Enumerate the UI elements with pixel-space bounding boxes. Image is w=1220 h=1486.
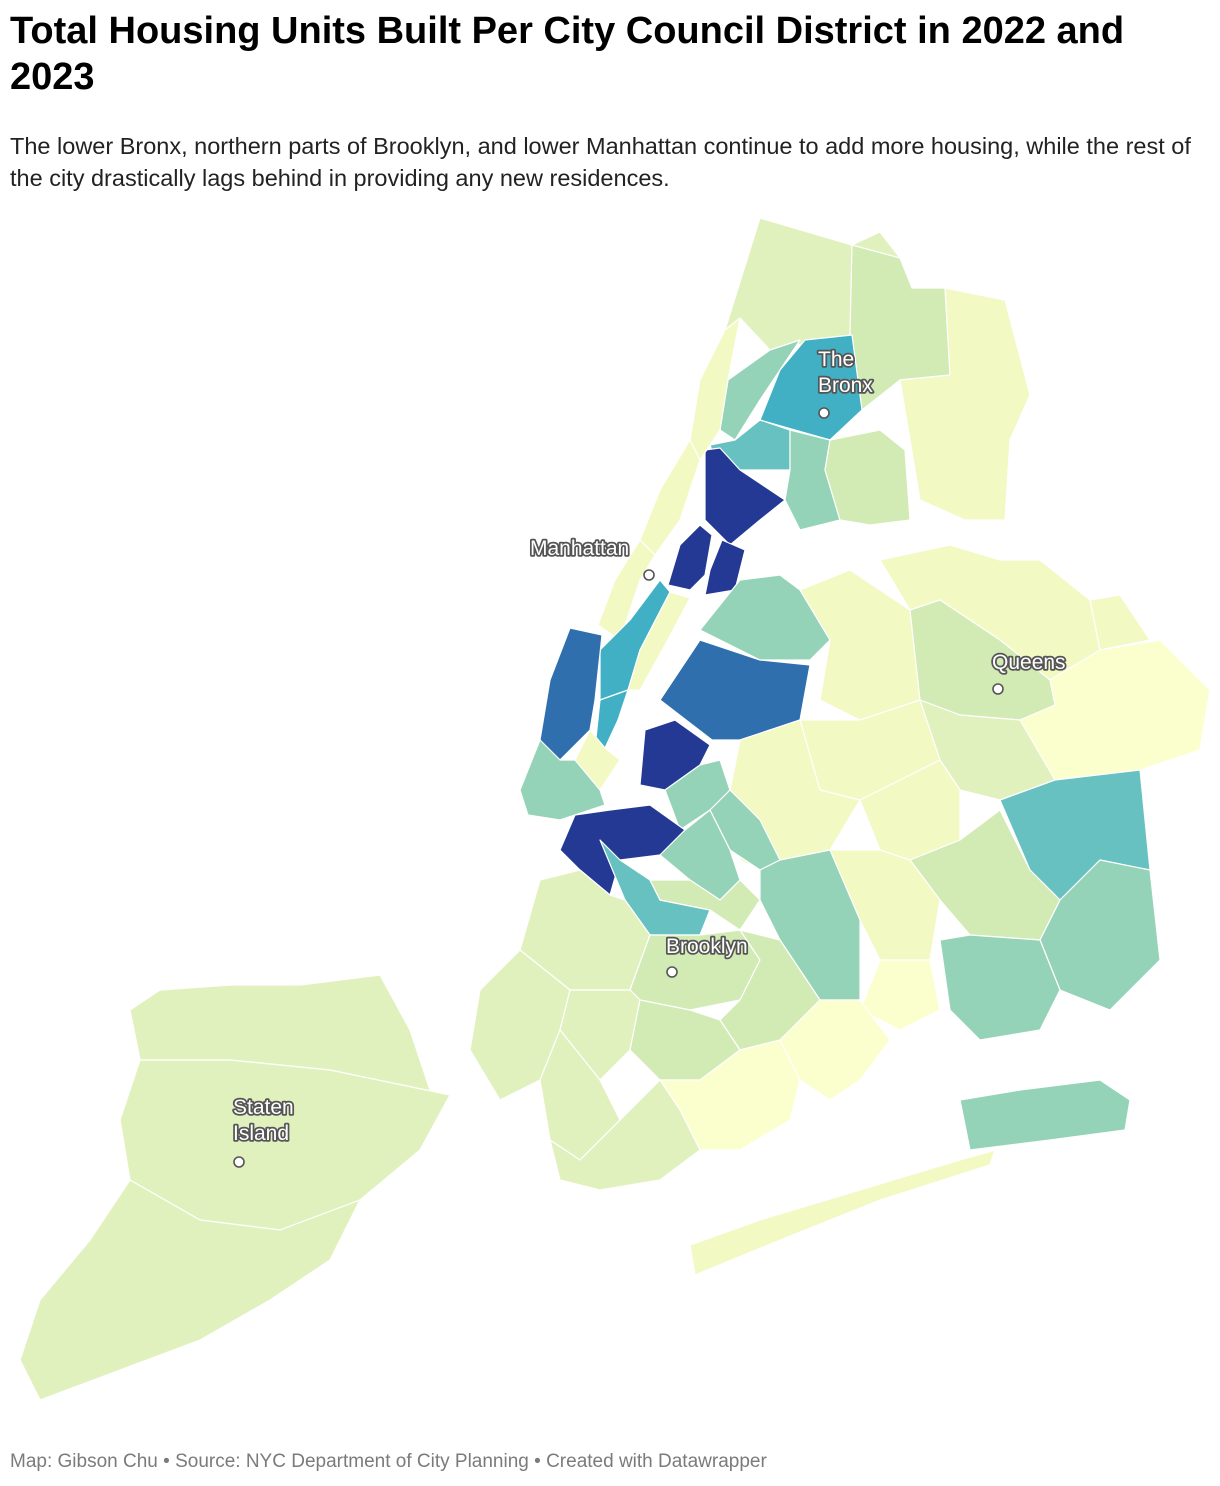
label-brooklyn: Brooklyn	[666, 935, 748, 958]
district-brooklyn-downtown[interactable]	[559, 804, 686, 896]
district-queens-rockaway-west[interactable]	[689, 1149, 996, 1276]
district-manhattan-chelsea[interactable]	[574, 729, 621, 791]
district-queens-howard-beach[interactable]	[859, 959, 941, 1031]
label-queens: Queens	[992, 651, 1066, 674]
map-footer: Map: Gibson Chu • Source: NYC Department…	[10, 1450, 767, 1474]
district-brooklyn-coney-island[interactable]	[549, 1079, 701, 1191]
marker-queens	[992, 683, 1004, 695]
district-queens-jamaica-bay[interactable]	[939, 934, 1061, 1041]
choropleth-map: The Bronx Manhattan Queens Brooklyn State…	[19, 217, 1211, 1401]
map-title: Total Housing Units Built Per City Counc…	[10, 10, 1125, 98]
district-queens-long-island-city[interactable]	[659, 639, 811, 741]
district-manhattan-midtown-east[interactable]	[627, 591, 691, 691]
district-manhattan-lower[interactable]	[519, 739, 606, 821]
brooklyn-districts	[469, 719, 891, 1191]
district-bronx-west[interactable]	[709, 419, 791, 471]
queens-districts	[659, 544, 1211, 1276]
marker-bronx	[818, 407, 830, 419]
bronx-districts	[704, 217, 1031, 546]
staten-island-districts	[19, 974, 451, 1401]
district-manhattan-east-harlem[interactable]	[704, 539, 746, 596]
map-container: The Bronx Manhattan Queens Brooklyn State…	[0, 200, 1220, 1440]
district-staten-island-south[interactable]	[19, 1179, 361, 1401]
district-queens-bayside[interactable]	[1089, 594, 1151, 651]
marker-staten-island	[233, 1156, 245, 1168]
district-bronx-parkchester[interactable]	[824, 429, 911, 526]
footer-separator-1: •	[157, 1451, 176, 1472]
district-manhattan-inwood[interactable]	[689, 317, 741, 461]
label-staten-island: Staten Island	[233, 1096, 294, 1145]
district-manhattan-village[interactable]	[595, 689, 629, 749]
label-manhattan: Manhattan	[530, 537, 629, 560]
place-labels: The Bronx Manhattan Queens Brooklyn State…	[231, 346, 1067, 1168]
district-queens-rockaway[interactable]	[959, 1079, 1131, 1151]
district-queens-richmond-hill[interactable]	[829, 849, 941, 961]
marker-brooklyn	[666, 966, 678, 978]
label-bronx: The Bronx	[818, 348, 873, 397]
footer-map-credit: Map: Gibson Chu	[10, 1451, 158, 1472]
district-manhattan-midtown-west[interactable]	[539, 627, 603, 761]
district-bronx-east[interactable]	[899, 287, 1031, 521]
footer-created-with[interactable]: Created with Datawrapper	[546, 1451, 767, 1472]
district-manhattan-harlem[interactable]	[667, 524, 713, 591]
district-bronx-south[interactable]	[704, 447, 786, 546]
district-brooklyn-marine-park[interactable]	[779, 999, 891, 1101]
manhattan-districts	[519, 317, 746, 821]
map-subtitle: The lower Bronx, northern parts of Brook…	[10, 133, 1191, 191]
marker-manhattan	[643, 569, 655, 581]
footer-source: Source: NYC Department of City Planning	[175, 1451, 529, 1472]
footer-separator-2: •	[528, 1451, 547, 1472]
